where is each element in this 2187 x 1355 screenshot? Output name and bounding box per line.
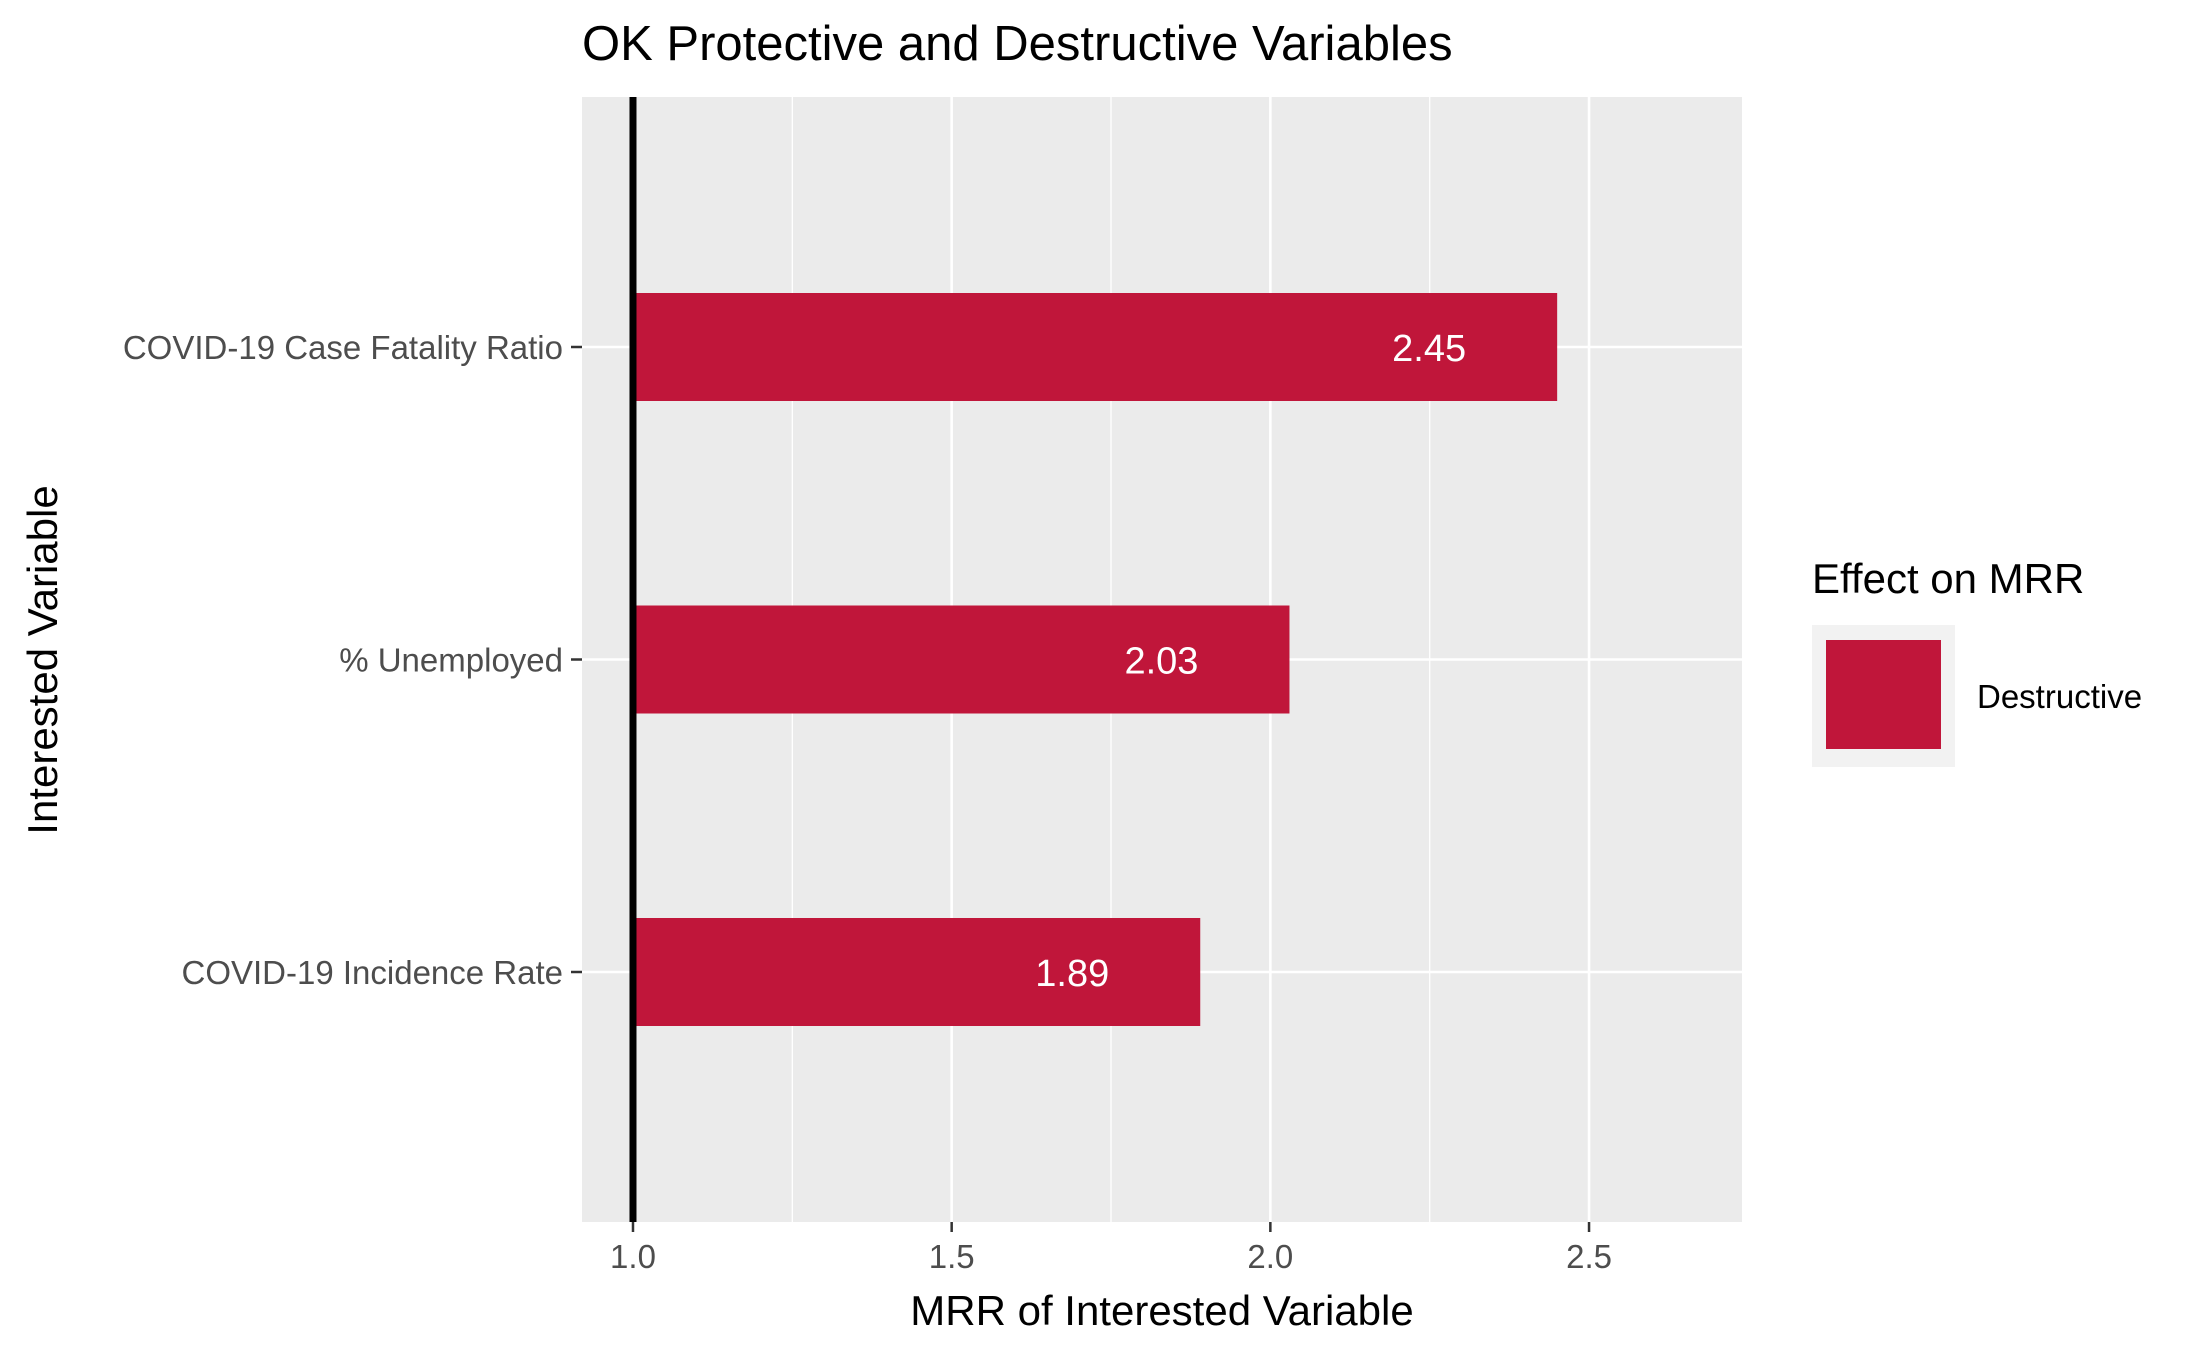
y-tick-label: % Unemployed <box>339 642 563 679</box>
bars <box>632 293 1558 1026</box>
x-axis-title: MRR of Interested Variable <box>910 1287 1413 1334</box>
bar <box>632 293 1558 401</box>
bar-value-label: 1.89 <box>1035 953 1109 995</box>
x-tick-label: 1.5 <box>929 1238 975 1275</box>
y-tick-label: COVID-19 Incidence Rate <box>181 954 563 991</box>
y-axis: COVID-19 Case Fatality Ratio % Unemployed… <box>123 329 582 991</box>
y-axis-title: Interested Variable <box>19 485 66 834</box>
bar-value-label: 2.03 <box>1124 641 1198 683</box>
bar <box>632 605 1290 714</box>
x-tick-label: 1.0 <box>610 1238 656 1275</box>
bar-labels: 2.45 2.03 1.89 <box>1035 328 1466 995</box>
x-tick-label: 2.0 <box>1247 1238 1293 1275</box>
legend-title: Effect on MRR <box>1812 555 2084 602</box>
bar-value-label: 2.45 <box>1392 328 1466 370</box>
legend-label-destructive: Destructive <box>1977 678 2142 715</box>
y-tick-label: COVID-19 Case Fatality Ratio <box>123 329 563 366</box>
x-axis: 1.0 1.5 2.0 2.5 <box>610 1222 1612 1275</box>
bar <box>632 918 1201 1026</box>
x-tick-label: 2.5 <box>1566 1238 1612 1275</box>
chart-title: OK Protective and Destructive Variables <box>582 17 1453 71</box>
legend-swatch-destructive <box>1826 640 1941 749</box>
legend: Effect on MRR Destructive <box>1812 555 2142 767</box>
